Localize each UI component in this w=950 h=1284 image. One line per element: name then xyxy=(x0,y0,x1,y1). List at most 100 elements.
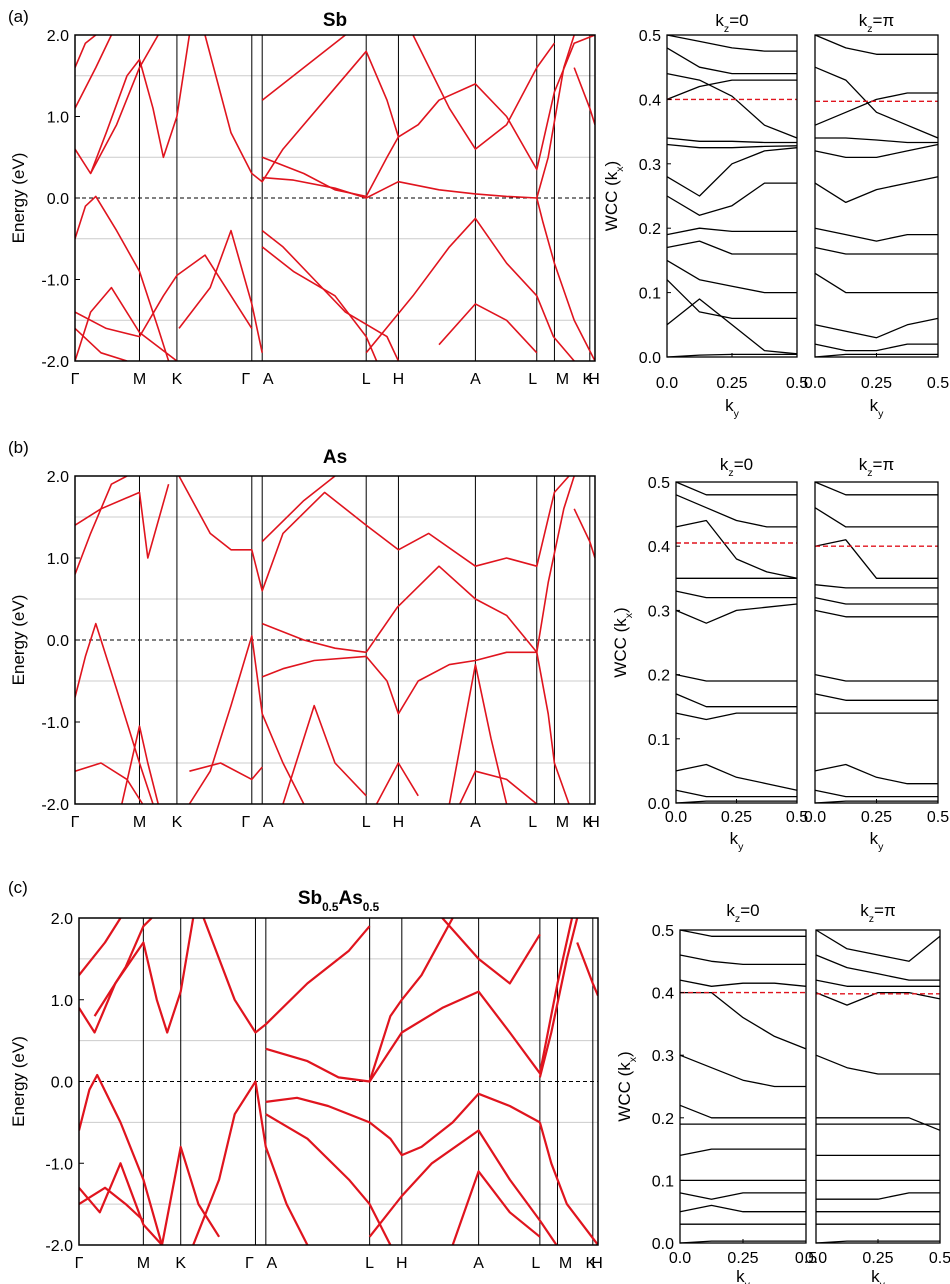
kpoint-label: K xyxy=(582,814,593,831)
wcc-frame xyxy=(814,34,939,358)
kpoint-label: H xyxy=(588,814,600,831)
wcc-x-axis-label-part: y xyxy=(745,1279,751,1284)
wcc-x-tick-label: 0.0 xyxy=(665,809,687,826)
y-tick-label: -2.0 xyxy=(41,354,69,371)
wcc-x-tick-label: 0.5 xyxy=(786,375,808,392)
y-tick-label: 2.0 xyxy=(47,469,69,486)
wcc-line xyxy=(814,317,939,339)
band-line xyxy=(79,1162,163,1245)
wcc-x-axis-label: ky xyxy=(870,396,885,420)
band-line xyxy=(75,483,170,559)
wcc-line xyxy=(666,259,797,294)
band-curves xyxy=(75,35,595,361)
kpoint-label: L xyxy=(362,814,371,831)
band-line xyxy=(178,476,570,592)
band-line xyxy=(93,918,153,1017)
band-line xyxy=(261,246,378,361)
kpoint-label: Γ xyxy=(71,371,80,388)
wcc-x-axis-label-part: k xyxy=(730,829,739,848)
y-tick-label: 2.0 xyxy=(47,28,69,45)
band-line xyxy=(538,918,579,1078)
wcc-y-axis-label: WCC (kx) xyxy=(611,607,635,677)
wcc-x-tick-label: 0.0 xyxy=(804,809,826,826)
y-tick-label: 1.0 xyxy=(47,110,69,127)
wcc-x-tick-label: 0.25 xyxy=(861,809,892,826)
wcc-y-tick-label: 0.5 xyxy=(652,923,674,940)
kpoint-label: H xyxy=(393,371,405,388)
wcc-y-axis-label-part: x xyxy=(627,1056,639,1062)
wcc-x-axis-label-part: k xyxy=(871,1267,880,1284)
kz-pi-label-part: k xyxy=(859,455,868,474)
panel-title-part: As xyxy=(338,888,362,909)
wcc-x-tick-label: 0.25 xyxy=(721,809,752,826)
wcc-line xyxy=(675,763,798,791)
wcc-line xyxy=(666,143,798,149)
band-line xyxy=(282,704,367,804)
band-line xyxy=(75,254,253,338)
kz-0-label-part: k xyxy=(726,901,735,920)
kz-pi-label-part: =π xyxy=(873,455,895,474)
wcc-line xyxy=(666,147,798,197)
wcc-y-axis-label-part: ) xyxy=(615,1051,634,1057)
wcc-line xyxy=(815,991,941,1006)
wcc-line xyxy=(666,34,797,52)
wcc-line xyxy=(666,182,797,216)
band-line xyxy=(189,762,263,781)
wcc-x-axis-label-part: k xyxy=(725,396,734,415)
kz-pi-label-part: =π xyxy=(873,11,895,30)
kpoint-label: K xyxy=(585,1255,596,1272)
kz-0-label: kz=0 xyxy=(726,901,759,925)
wcc-line xyxy=(675,712,797,721)
wcc-line xyxy=(814,507,938,528)
y-tick-label: -2.0 xyxy=(41,797,69,814)
wcc-line xyxy=(679,979,807,987)
wcc-x-tick-label: 0.5 xyxy=(927,809,949,826)
band-line xyxy=(79,1186,145,1222)
band-line xyxy=(459,770,538,804)
band-line xyxy=(365,217,575,361)
kz-0-label-part: z xyxy=(724,23,729,35)
band-line xyxy=(261,35,346,101)
wcc-line xyxy=(679,1204,806,1213)
y-tick-label: 0.0 xyxy=(47,633,69,650)
wcc-x-tick-label: 0.25 xyxy=(727,1250,758,1267)
band-line xyxy=(538,1122,598,1245)
wcc-y-tick-label: 0.2 xyxy=(639,221,661,238)
panel-title-part: 0.5 xyxy=(322,901,339,914)
kz-pi-label-part: k xyxy=(860,901,869,920)
wcc-line xyxy=(666,47,797,75)
kpoint-label: H xyxy=(393,814,405,831)
y-tick-label: -1.0 xyxy=(45,1156,73,1173)
y-tick-label: 1.0 xyxy=(47,551,69,568)
band-line xyxy=(75,762,144,804)
wcc-x-axis-label-part: y xyxy=(880,1279,886,1284)
band-line xyxy=(75,35,97,68)
wcc-line xyxy=(679,929,806,937)
wcc-line xyxy=(815,137,938,144)
kpoint-label: L xyxy=(528,371,537,388)
panel-title: Sb0.5As0.5 xyxy=(298,888,380,914)
band-line xyxy=(536,197,595,361)
kz-0-label-part: =0 xyxy=(740,901,759,920)
wcc-x-axis-label: ky xyxy=(725,396,740,420)
wcc-y-tick-label: 0.0 xyxy=(652,1236,674,1253)
band-line xyxy=(75,35,191,175)
wcc-x-tick-label: 0.25 xyxy=(862,1250,893,1267)
kpoint-label: A xyxy=(263,814,274,831)
wcc-y-axis-label: WCC (kx) xyxy=(602,161,626,231)
kpoint-label: M xyxy=(556,814,569,831)
wcc-y-axis-label-part: x xyxy=(614,166,626,172)
band-line xyxy=(576,942,598,997)
wcc-x-axis-label: ky xyxy=(736,1267,751,1284)
y-tick-label: -1.0 xyxy=(41,273,69,290)
band-line xyxy=(448,663,508,804)
band-line xyxy=(573,67,595,125)
wcc-line xyxy=(814,92,938,126)
wcc-line xyxy=(679,1148,806,1157)
wcc-line xyxy=(815,1054,940,1075)
wcc-line xyxy=(814,584,938,589)
kpoint-label: K xyxy=(582,371,593,388)
